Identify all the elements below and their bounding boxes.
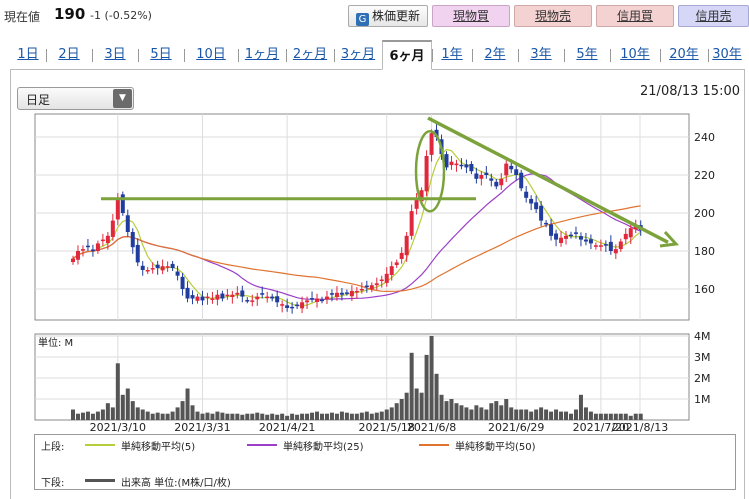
interval-select-value: 日足 <box>26 93 51 107</box>
tab-separator <box>45 49 47 62</box>
chart-legend: 上段: 単純移動平均(5) 単純移動平均(25) 単純移動平均(50) 下段: … <box>34 434 736 490</box>
legend-volume-swatch <box>85 479 115 482</box>
margin-buy-button[interactable]: 信用買 <box>596 5 674 27</box>
tab-separator <box>471 49 473 62</box>
tab-14[interactable]: 20年 <box>669 47 699 62</box>
chart-datetime: 21/08/13 15:00 <box>640 84 740 99</box>
refresh-button[interactable]: G 株価更新 <box>348 5 428 27</box>
tab-15[interactable]: 30年 <box>712 47 742 62</box>
price-label: 現在値 <box>4 10 41 24</box>
tab-10[interactable]: 2年 <box>484 47 506 62</box>
tab-4[interactable]: 10日 <box>196 47 226 62</box>
tab-9[interactable]: 1年 <box>441 47 463 62</box>
tab-2[interactable]: 3日 <box>104 47 126 62</box>
tab-5[interactable]: 1ヶ月 <box>244 47 280 62</box>
tab-separator <box>431 49 433 62</box>
quote-bar: 現在値 190 -1 (-0.52%) G 株価更新 現物買 現物売 信用買 信用… <box>0 0 749 32</box>
refresh-icon: G <box>355 13 369 26</box>
legend-volume-label: 出来高 単位:(M株/口/枚) <box>121 478 231 489</box>
legend-ma50-swatch <box>419 444 449 446</box>
cash-buy-button[interactable]: 現物買 <box>432 5 510 27</box>
tab-separator <box>707 49 709 62</box>
tab-separator <box>659 49 661 62</box>
legend-ma25-label: 単純移動平均(25) <box>283 442 364 453</box>
period-tabs: 1日 2日 3日 5日 10日 1ヶ月 2ヶ月 3ヶ月 6ヶ月 1年 2年 3年 5年 10年 20年 30年 <box>10 40 745 70</box>
legend-upper-label: 上段: <box>41 442 65 453</box>
tab-separator <box>91 49 93 62</box>
tab-separator <box>563 49 565 62</box>
legend-lower-label: 下段: <box>41 478 65 489</box>
tab-7[interactable]: 3ヶ月 <box>340 47 376 62</box>
tab-3[interactable]: 5日 <box>150 47 172 62</box>
tab-1[interactable]: 2日 <box>58 47 80 62</box>
tab-12[interactable]: 5年 <box>576 47 598 62</box>
price-change: -1 (-0.52%) <box>90 9 152 22</box>
chart-frame <box>10 70 745 499</box>
tab-separator <box>137 49 139 62</box>
chevron-down-icon: ▼ <box>113 89 132 108</box>
tab-13[interactable]: 10年 <box>620 47 650 62</box>
tab-8[interactable]: 6ヶ月 <box>382 40 432 70</box>
price-value: 190 <box>54 5 86 23</box>
tab-separator <box>183 49 185 62</box>
tab-separator <box>285 49 287 62</box>
tab-6[interactable]: 2ヶ月 <box>292 47 328 62</box>
interval-select[interactable]: 日足 ▼ <box>17 87 134 110</box>
legend-ma5-swatch <box>85 444 115 446</box>
tab-separator <box>333 49 335 62</box>
margin-sell-button[interactable]: 信用売 <box>678 5 749 27</box>
tab-separator <box>609 49 611 62</box>
legend-ma25-swatch <box>247 444 277 446</box>
tab-11[interactable]: 3年 <box>530 47 552 62</box>
tab-separator <box>517 49 519 62</box>
legend-ma50-label: 単純移動平均(50) <box>455 442 536 453</box>
tab-0[interactable]: 1日 <box>17 47 39 62</box>
cash-sell-button[interactable]: 現物売 <box>514 5 592 27</box>
legend-ma5-label: 単純移動平均(5) <box>121 442 196 453</box>
tab-separator <box>237 49 239 62</box>
refresh-label: 株価更新 <box>371 9 420 23</box>
